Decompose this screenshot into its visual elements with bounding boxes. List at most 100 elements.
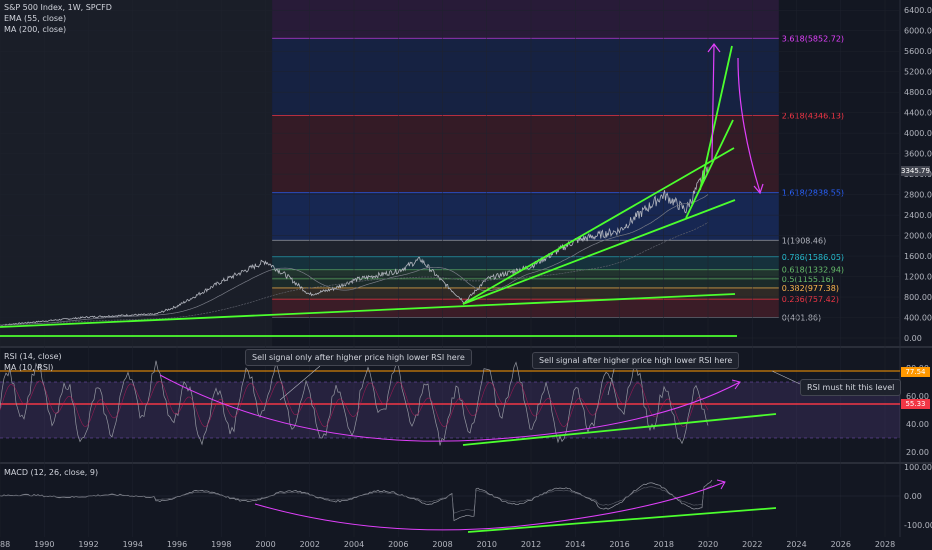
rsi-arrowhead (731, 379, 741, 390)
fib-band (272, 299, 779, 318)
fib-band (272, 115, 779, 193)
x-tick-label: 2022 (742, 540, 762, 549)
macd-tick-label: -100.00 (904, 521, 932, 530)
rsi-title[interactable]: RSI (14, close) (4, 352, 62, 361)
fib-band (272, 38, 779, 116)
rsi-curve-arrow (159, 374, 741, 442)
chart-title: S&P 500 Index, 1W, SPCFD (4, 3, 112, 12)
fib-band (272, 256, 779, 270)
y-tick-label: 2000.00 (904, 232, 932, 241)
fib-label: 1.618(2838.55) (782, 189, 844, 198)
note-sell-signal-2[interactable]: Sell signal after higher price high lowe… (532, 352, 740, 369)
ema-legend[interactable]: EMA (55, close) (4, 14, 67, 23)
fib-label: 0.236(757.42) (782, 295, 839, 304)
note-connector (607, 364, 616, 396)
rsi-value-badge: 77.54 (901, 367, 930, 377)
y-tick-label: 3600.00 (904, 150, 932, 159)
trendline (0, 293, 736, 328)
rsi-series (0, 360, 900, 446)
note-connector (279, 365, 321, 401)
macd-legend: MACD (12, 26, close, 9) (4, 467, 98, 478)
fib-label: 2.618(4346.13) (782, 111, 844, 120)
x-tick-label: 1996 (167, 540, 187, 549)
x-tick-label: 1990 (34, 540, 54, 549)
fib-label: 1(1908.46) (782, 236, 826, 245)
x-tick-label: 2004 (344, 540, 364, 549)
x-tick-label: 1992 (78, 540, 98, 549)
y-tick-label: 4800.00 (904, 88, 932, 97)
x-tick-label: 1988 (0, 540, 10, 549)
drawings[interactable] (0, 43, 801, 533)
x-tick-label: 2002 (300, 540, 320, 549)
macd-curve-arrow (254, 481, 726, 531)
macd-title[interactable]: MACD (12, 26, close, 9) (4, 468, 99, 477)
trendline (462, 199, 736, 305)
macd-trendline (467, 507, 777, 533)
price-series (0, 164, 709, 326)
rsi-tick-label: 40.00 (906, 420, 929, 429)
y-tick-label: 5600.00 (904, 47, 932, 56)
fib-band (272, 192, 779, 241)
y-tick-label: 2800.00 (904, 191, 932, 200)
fib-band (272, 240, 779, 257)
fib-band (272, 0, 779, 39)
note-connector (771, 370, 801, 385)
rsi-legend: RSI (14, close) MA (10, RSI) (4, 351, 62, 373)
rsi-line (0, 360, 709, 446)
y-tick-label: 4000.00 (904, 129, 932, 138)
y-tick-label: 6000.00 (904, 27, 932, 36)
note-sell-signal-1[interactable]: Sell signal only after higher price high… (245, 349, 472, 366)
x-tick-label: 2024 (786, 540, 806, 549)
rsi-trendline (462, 413, 777, 446)
y-tick-label: 6400.00 (904, 6, 932, 15)
grid (0, 0, 932, 537)
trendline (699, 45, 733, 191)
x-tick-label: 1994 (123, 540, 143, 549)
x-tick-label: 2010 (477, 540, 497, 549)
x-tick-label: 2018 (654, 540, 674, 549)
signal-line (0, 484, 713, 514)
ma-legend[interactable]: MA (200, close) (4, 25, 67, 34)
x-tick-label: 2028 (875, 540, 895, 549)
rsi-ma-line (0, 380, 709, 428)
x-tick-label: 2006 (388, 540, 408, 549)
note-rsi-level[interactable]: RSI must hit this level (800, 379, 902, 396)
y-tick-label: 1200.00 (904, 273, 932, 282)
x-tick-label: 2014 (565, 540, 585, 549)
x-tick-label: 2008 (432, 540, 452, 549)
fib-band (272, 269, 779, 279)
x-tick-label: 2012 (521, 540, 541, 549)
y-tick-label: 2400.00 (904, 211, 932, 220)
fib-label: 0.382(977.38) (782, 284, 839, 293)
x-tick-label: 2020 (698, 540, 718, 549)
header: S&P 500 Index, 1W, SPCFD EMA (55, close)… (4, 2, 112, 35)
down-arrowhead (753, 183, 764, 195)
price-badge: 3345.79 (901, 166, 930, 176)
macd-series (0, 479, 900, 522)
fib-label: 0.618(1332.94) (782, 266, 844, 275)
fib-label: 0.5(1155.16) (782, 275, 834, 284)
rsi-tick-label: 60.00 (906, 392, 929, 401)
y-tick-label: 4400.00 (904, 109, 932, 118)
y-tick-label: 400.00 (904, 314, 932, 323)
macd-tick-label: 0.00 (904, 492, 922, 501)
axes: 6400.00 6000.00 5600.00 5200.00 4800.00 4400.… (0, 6, 932, 550)
ema-line (0, 194, 709, 326)
trendline (685, 119, 734, 219)
up-arrowhead (707, 43, 721, 53)
fib-band (272, 278, 779, 288)
y-tick-label: 800.00 (904, 293, 932, 302)
fib-band (272, 287, 779, 300)
price-line (0, 164, 709, 326)
fib-label: 3.618(5852.72) (782, 34, 844, 43)
rsi-ma-badge: 55.33 (901, 399, 930, 409)
fib-label: 0.786(1586.05) (782, 253, 844, 262)
down-arrow (737, 57, 761, 193)
x-tick-label: 2016 (609, 540, 629, 549)
shade-left (0, 0, 272, 346)
macd-tick-label: 100.00 (904, 463, 932, 472)
y-tick-label: 1600.00 (904, 252, 932, 261)
trendline (462, 147, 735, 305)
rsi-ma-title[interactable]: MA (10, RSI) (4, 363, 54, 372)
